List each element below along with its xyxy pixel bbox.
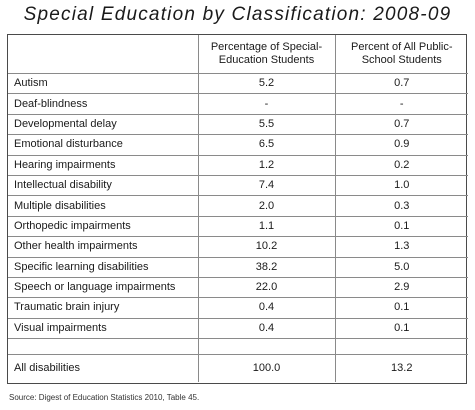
row-label: Emotional disturbance	[8, 134, 199, 156]
row-label: Intellectual disability	[8, 174, 199, 197]
percent-all-students-value: 1.3	[334, 236, 468, 258]
percent-all-students-value: 2.9	[334, 276, 468, 299]
table-row: Emotional disturbance 6.5 0.9	[8, 134, 468, 156]
row-label: Specific learning disabilities	[8, 256, 199, 278]
row-label: Traumatic brain injury	[8, 297, 199, 319]
percent-all-students-value: 0.7	[334, 113, 468, 136]
total-percent-special-ed: 100.0	[197, 354, 336, 383]
row-label: Hearing impairments	[8, 154, 199, 176]
table-row: Multiple disabilities 2.0 0.3	[8, 195, 468, 217]
source-note: Source: Digest of Education Statistics 2…	[9, 393, 200, 402]
percent-all-students-value: -	[334, 93, 468, 115]
percent-special-ed-value: 6.5	[197, 134, 336, 156]
total-row: All disabilities 100.0 13.2	[8, 354, 468, 383]
table-row: Specific learning disabilities 38.2 5.0	[8, 256, 468, 278]
percent-all-students-value: 1.0	[334, 174, 468, 197]
percent-special-ed-value: 1.2	[197, 154, 336, 176]
row-label: Visual impairments	[8, 317, 199, 340]
spacer-cell	[334, 338, 468, 356]
percent-all-students-value: 0.7	[334, 72, 468, 95]
percent-all-students-value: 0.2	[334, 154, 468, 176]
header-percent-all-students: Percent of All Public-School Students	[334, 35, 468, 74]
header-percent-special-ed: Percentage of Special-Education Students	[197, 35, 336, 74]
percent-all-students-value: 0.1	[334, 215, 468, 238]
table-body: Autism 5.2 0.7 Deaf-blindness - - Developmenta…	[8, 72, 468, 383]
percent-special-ed-value: 5.5	[197, 113, 336, 136]
row-label: Multiple disabilities	[8, 195, 199, 217]
row-label: Deaf-blindness	[8, 93, 199, 115]
percent-special-ed-value: 0.4	[197, 317, 336, 340]
table-row: Hearing impairments 1.2 0.2	[8, 154, 468, 176]
table-row: Deaf-blindness - -	[8, 93, 468, 115]
table-row: Intellectual disability 7.4 1.0	[8, 174, 468, 197]
percent-all-students-value: 0.1	[334, 317, 468, 340]
header-category	[8, 35, 199, 74]
percent-special-ed-value: 7.4	[197, 174, 336, 197]
row-label: Speech or language impairments	[8, 276, 199, 299]
percent-special-ed-value: 5.2	[197, 72, 336, 95]
spacer-cell	[8, 338, 199, 356]
percent-all-students-value: 0.9	[334, 134, 468, 156]
table-row: Visual impairments 0.4 0.1	[8, 317, 468, 340]
data-table: Percentage of Special-Education Students…	[8, 35, 468, 383]
table-row: Traumatic brain injury 0.4 0.1	[8, 297, 468, 319]
percent-special-ed-value: -	[197, 93, 336, 115]
percent-special-ed-value: 1.1	[197, 215, 336, 238]
row-label: Orthopedic impairments	[8, 215, 199, 238]
table-row: Orthopedic impairments 1.1 0.1	[8, 215, 468, 238]
percent-special-ed-value: 10.2	[197, 236, 336, 258]
percent-special-ed-value: 22.0	[197, 276, 336, 299]
percent-special-ed-value: 38.2	[197, 256, 336, 278]
row-label: Autism	[8, 72, 199, 95]
total-percent-all-students: 13.2	[334, 354, 468, 383]
percent-all-students-value: 0.3	[334, 195, 468, 217]
percent-all-students-value: 0.1	[334, 297, 468, 319]
row-label: Other health impairments	[8, 236, 199, 258]
chart-title: Special Education by Classification: 200…	[23, 4, 452, 25]
data-table-frame: Percentage of Special-Education Students…	[7, 34, 468, 384]
table-row: Speech or language impairments 22.0 2.9	[8, 276, 468, 299]
table-row: Autism 5.2 0.7	[8, 72, 468, 95]
table-row: Developmental delay 5.5 0.7	[8, 113, 468, 136]
spacer-row	[8, 338, 468, 356]
percent-special-ed-value: 0.4	[197, 297, 336, 319]
header-row: Percentage of Special-Education Students…	[8, 35, 468, 74]
spacer-cell	[197, 338, 336, 356]
total-label: All disabilities	[8, 354, 199, 383]
percent-all-students-value: 5.0	[334, 256, 468, 278]
row-label: Developmental delay	[8, 113, 199, 136]
percent-special-ed-value: 2.0	[197, 195, 336, 217]
table-row: Other health impairments 10.2 1.3	[8, 236, 468, 258]
